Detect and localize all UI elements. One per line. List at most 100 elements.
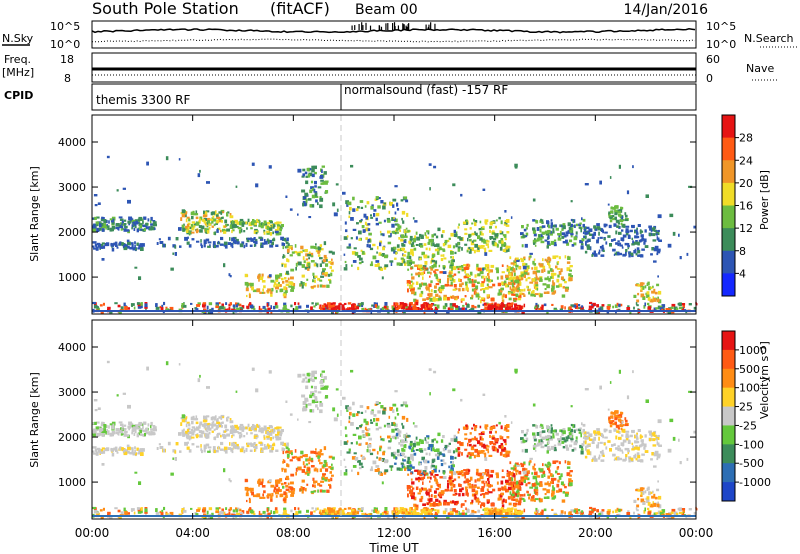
data-cell bbox=[500, 443, 504, 446]
data-cell bbox=[422, 481, 424, 485]
data-cell bbox=[618, 436, 622, 440]
data-cell bbox=[108, 220, 110, 224]
data-cell bbox=[463, 472, 466, 476]
data-cell bbox=[398, 442, 401, 445]
data-cell bbox=[501, 264, 504, 267]
data-cell bbox=[211, 307, 214, 312]
data-cell bbox=[95, 221, 99, 225]
data-cell bbox=[462, 426, 467, 430]
data-cell bbox=[402, 220, 405, 224]
data-cell bbox=[583, 431, 587, 436]
data-cell bbox=[658, 299, 662, 304]
data-cell bbox=[322, 308, 326, 311]
data-cell bbox=[368, 232, 372, 236]
data-cell bbox=[534, 498, 539, 501]
data-cell bbox=[271, 288, 274, 292]
data-cell bbox=[96, 306, 99, 309]
data-cell bbox=[519, 305, 523, 309]
data-cell bbox=[484, 307, 487, 310]
data-cell bbox=[231, 429, 236, 434]
data-cell bbox=[428, 283, 432, 288]
data-cell bbox=[172, 244, 176, 248]
data-cell bbox=[272, 225, 275, 229]
data-cell bbox=[518, 479, 522, 484]
data-cell bbox=[489, 226, 492, 229]
data-cell bbox=[435, 498, 439, 502]
data-cell bbox=[679, 256, 682, 260]
data-cell bbox=[331, 463, 333, 466]
data-cell bbox=[431, 265, 435, 269]
data-cell bbox=[101, 228, 105, 232]
data-cell bbox=[597, 432, 602, 436]
data-cell bbox=[291, 456, 295, 459]
data-cell bbox=[169, 306, 174, 310]
data-cell bbox=[494, 236, 499, 239]
data-cell bbox=[296, 513, 299, 517]
data-cell bbox=[212, 241, 216, 245]
data-cell bbox=[515, 472, 518, 476]
data-cell bbox=[315, 507, 317, 511]
data-cell bbox=[249, 487, 254, 492]
data-cell bbox=[203, 244, 206, 248]
data-cell bbox=[641, 286, 645, 290]
data-cell bbox=[100, 449, 103, 452]
data-cell bbox=[567, 230, 571, 233]
data-cell bbox=[624, 447, 629, 451]
data-cell bbox=[314, 275, 318, 278]
data-cell bbox=[181, 224, 185, 229]
data-cell bbox=[405, 303, 408, 307]
data-cell bbox=[433, 304, 437, 307]
data-cell bbox=[480, 297, 485, 300]
data-cell bbox=[601, 449, 604, 454]
data-cell bbox=[548, 264, 551, 269]
data-cell bbox=[92, 446, 97, 449]
data-cell bbox=[355, 441, 358, 445]
data-cell bbox=[609, 216, 614, 220]
data-cell bbox=[550, 424, 553, 427]
data-cell bbox=[461, 492, 465, 497]
data-cell bbox=[629, 252, 634, 256]
data-cell bbox=[568, 306, 572, 310]
data-cell bbox=[320, 248, 324, 251]
data-cell bbox=[344, 465, 347, 469]
data-cell bbox=[553, 444, 557, 447]
data-cell bbox=[438, 295, 441, 298]
data-cell bbox=[243, 449, 246, 454]
data-cell bbox=[486, 307, 489, 312]
data-cell bbox=[434, 273, 438, 277]
data-cell bbox=[489, 286, 493, 289]
data-cell bbox=[410, 267, 413, 270]
data-cell bbox=[540, 240, 545, 244]
data-cell bbox=[483, 289, 486, 294]
data-cell bbox=[646, 291, 650, 295]
data-cell bbox=[471, 232, 475, 236]
data-cell bbox=[133, 306, 136, 310]
data-cell bbox=[120, 433, 123, 436]
data-cell bbox=[431, 463, 434, 466]
colorbar-segment bbox=[722, 160, 735, 184]
data-cell bbox=[555, 265, 558, 269]
data-cell bbox=[450, 259, 453, 263]
data-cell bbox=[279, 478, 283, 482]
data-cell bbox=[358, 230, 362, 235]
data-cell bbox=[310, 204, 315, 208]
data-cell bbox=[479, 220, 482, 224]
data-cell bbox=[103, 217, 105, 220]
data-cell bbox=[272, 231, 274, 235]
data-cell bbox=[594, 253, 596, 257]
data-cell bbox=[520, 463, 524, 468]
data-cell bbox=[352, 306, 356, 309]
data-cell bbox=[320, 275, 324, 278]
data-cell bbox=[635, 240, 638, 243]
data-cell bbox=[464, 448, 468, 451]
data-cell bbox=[656, 503, 660, 508]
data-cell bbox=[325, 263, 329, 267]
data-cell bbox=[471, 278, 474, 283]
data-cell bbox=[510, 472, 513, 476]
data-cell bbox=[401, 306, 406, 310]
data-cell bbox=[598, 249, 601, 254]
data-cell bbox=[558, 283, 563, 288]
data-cell bbox=[454, 502, 457, 506]
